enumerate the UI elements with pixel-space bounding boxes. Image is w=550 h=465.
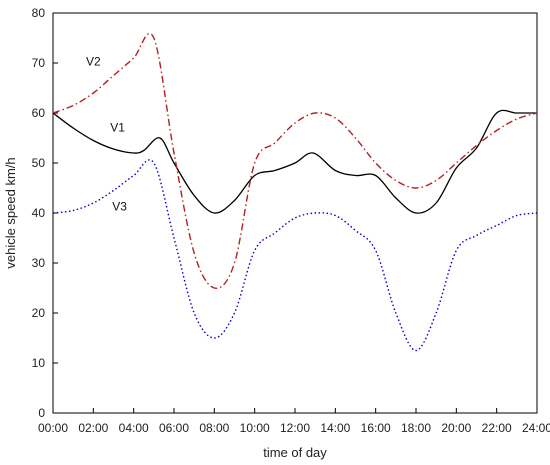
y-tick-label: 60 <box>32 106 46 120</box>
x-tick-label: 06:00 <box>159 421 189 435</box>
x-tick-label: 12:00 <box>280 421 310 435</box>
x-tick-label: 22:00 <box>482 421 512 435</box>
series-line-v1 <box>52 109 537 214</box>
y-tick-label: 80 <box>32 6 46 20</box>
y-axis-title: vehicle speed km/h <box>3 157 18 268</box>
series-annotations: V1 V2 V3 <box>86 55 127 214</box>
y-tick-label: 30 <box>32 256 46 270</box>
x-axis-title: time of day <box>263 445 327 460</box>
x-tick-label: 10:00 <box>240 421 270 435</box>
x-tick-label: 18:00 <box>401 421 431 435</box>
x-tick-label: 00:00 <box>38 421 68 435</box>
y-tick-label: 0 <box>38 406 45 420</box>
y-tick-label: 20 <box>32 306 46 320</box>
series-line-v2 <box>52 32 538 289</box>
series-label-v1: V1 <box>110 121 125 135</box>
y-axis-ticks: 0 10 20 30 40 50 60 70 80 <box>32 6 58 420</box>
y-tick-label: 70 <box>32 56 46 70</box>
x-tick-label: 16:00 <box>361 421 391 435</box>
x-tick-label: 14:00 <box>320 421 350 435</box>
series-layer <box>52 32 538 352</box>
x-tick-label: 08:00 <box>199 421 229 435</box>
x-tick-label: 02:00 <box>78 421 108 435</box>
x-tick-label: 04:00 <box>119 421 149 435</box>
series-line-v3 <box>52 159 538 352</box>
x-axis-ticks: 00:00 02:00 04:00 06:00 08:00 10:00 12:00 14:00… <box>38 408 550 435</box>
y-tick-label: 10 <box>32 356 46 370</box>
x-tick-label: 24:00 <box>522 421 550 435</box>
y-tick-label: 50 <box>32 156 46 170</box>
series-label-v3: V3 <box>112 200 127 214</box>
series-label-v2: V2 <box>86 55 101 69</box>
x-tick-label: 20:00 <box>441 421 471 435</box>
y-tick-label: 40 <box>32 206 46 220</box>
